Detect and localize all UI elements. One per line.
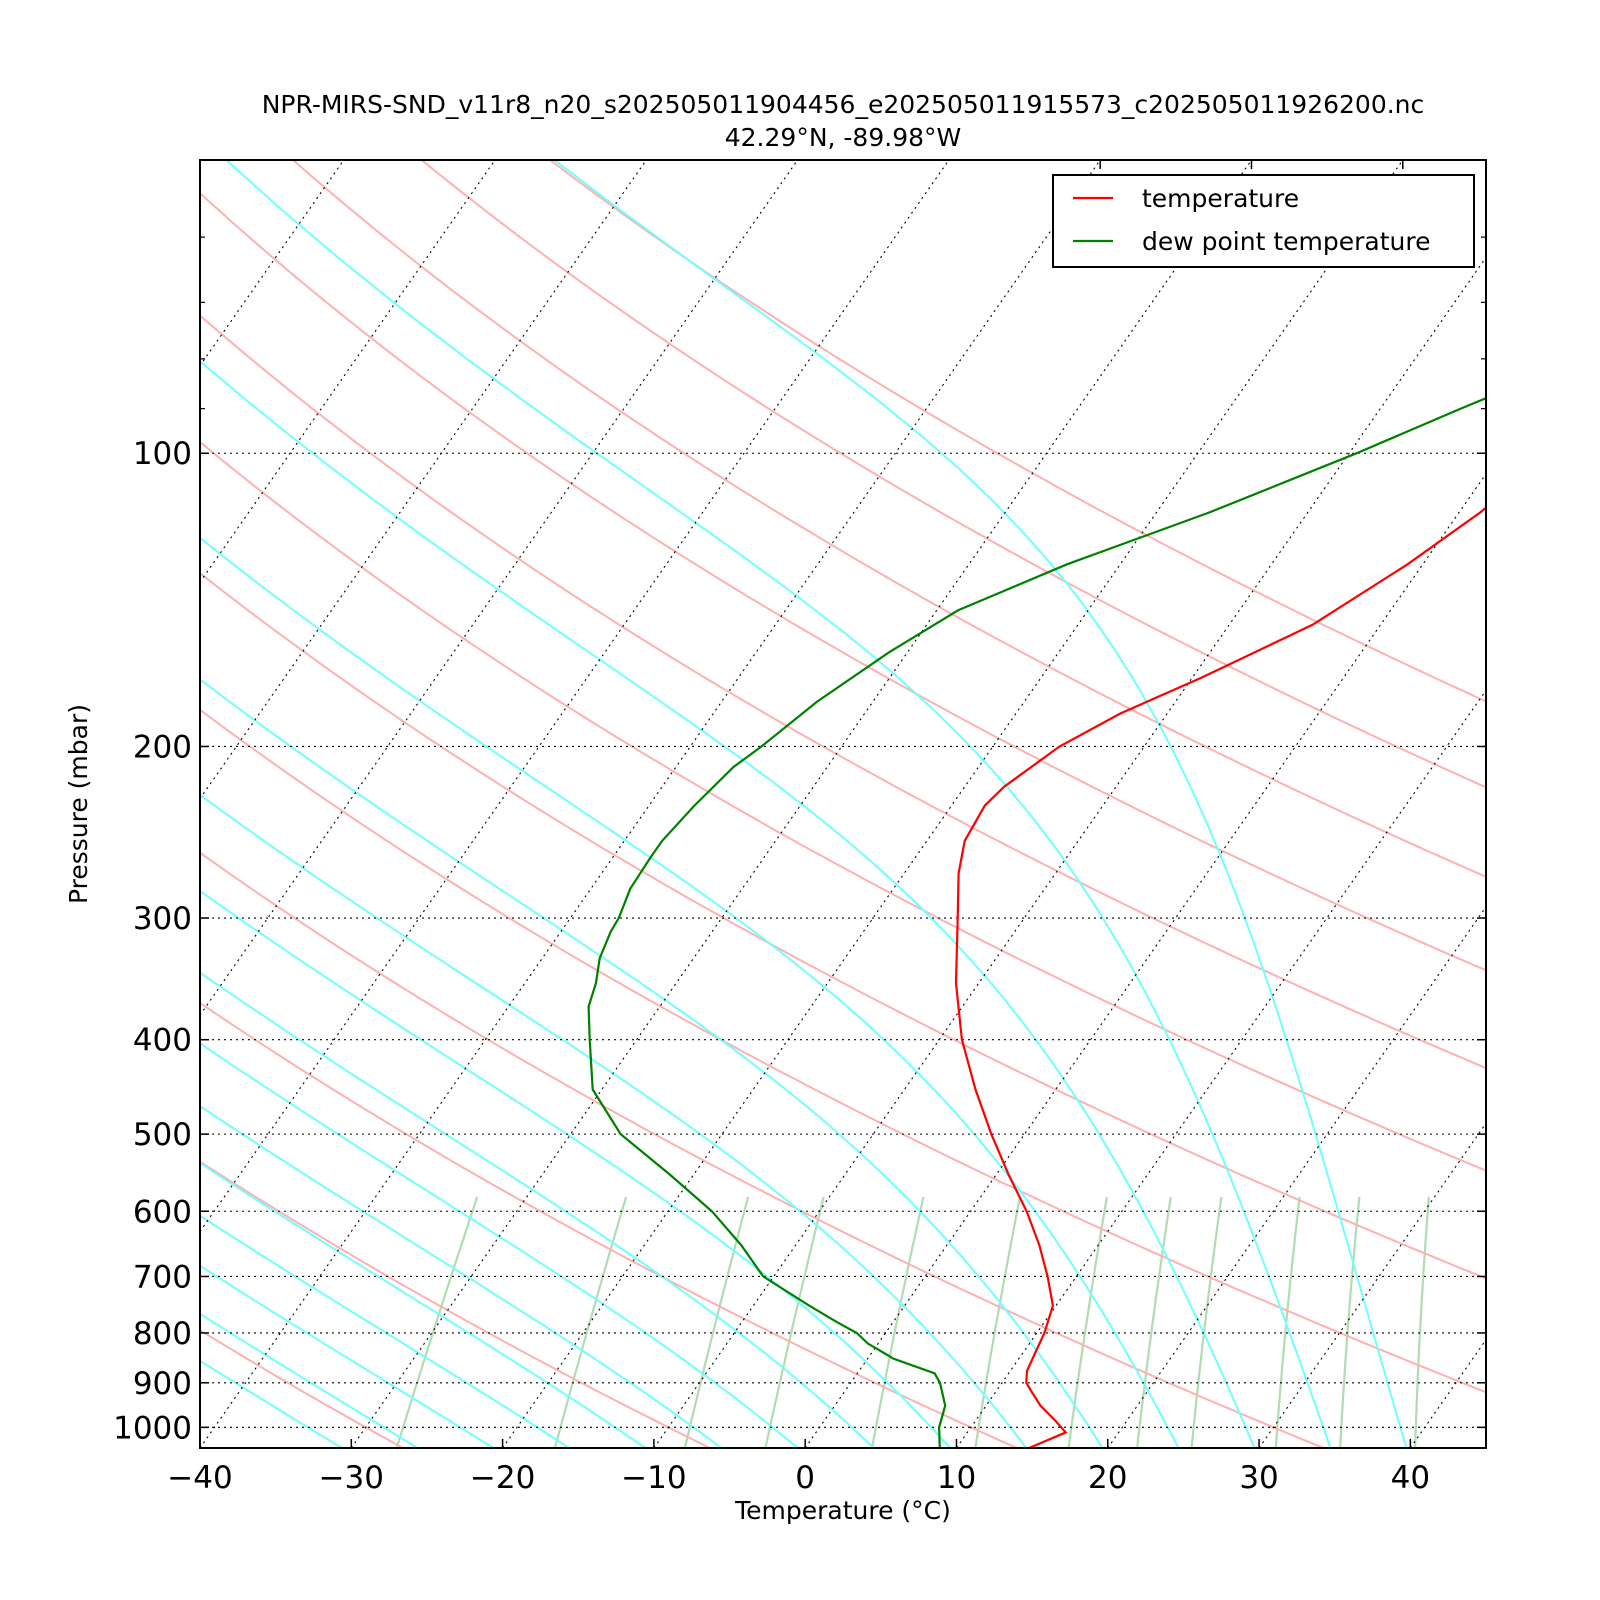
mixing-ratio-line xyxy=(553,1196,628,1448)
dewpoint-series-line xyxy=(587,396,1486,1448)
mixing-ratio-line xyxy=(1274,1196,1301,1448)
isotherm-line xyxy=(653,256,1486,1448)
legend-box xyxy=(1052,174,1475,268)
y-tick-label: 300 xyxy=(133,901,192,937)
isotherm-grid xyxy=(200,160,1486,1448)
legend: temperature dew point temperature xyxy=(1052,174,1475,268)
moist-adiabat-line xyxy=(200,1312,420,1448)
dry-adiabat-line xyxy=(200,708,1486,1394)
dry-adiabat-line xyxy=(291,160,1486,878)
y-tick-label: 900 xyxy=(133,1366,192,1402)
x-tick-label: −30 xyxy=(319,1460,384,1496)
y-tick-label: 100 xyxy=(133,436,192,472)
y-tick-label: 400 xyxy=(133,1023,192,1059)
isobar-grid xyxy=(200,452,1486,1428)
y-tick-label: 700 xyxy=(133,1259,192,1295)
x-tick-label: −10 xyxy=(621,1460,686,1496)
moist-adiabat-line xyxy=(200,1214,572,1448)
mixing-ratio-lines xyxy=(395,1196,1430,1448)
y-tick-label: 800 xyxy=(133,1316,192,1352)
mixing-ratio-line xyxy=(764,1196,825,1448)
mixing-ratio-line xyxy=(1339,1196,1361,1448)
chart-title: NPR-MIRS-SND_v11r8_n20_s202505011904456_… xyxy=(262,90,1425,119)
y-tick-label: 600 xyxy=(133,1194,192,1230)
mixing-ratio-line xyxy=(974,1196,1022,1448)
moist-adiabat-line xyxy=(200,678,1104,1448)
temperature-series-line xyxy=(954,506,1486,1448)
dry-adiabat-line xyxy=(200,314,1486,1070)
x-tick-label: 0 xyxy=(795,1460,815,1496)
y-tick-label: 500 xyxy=(133,1117,192,1153)
moist-adiabat-line xyxy=(200,1264,496,1448)
dry-adiabat-line xyxy=(200,1001,1020,1448)
plot-frame xyxy=(199,159,1487,1449)
legend-label-temperature: temperature xyxy=(1142,184,1299,213)
y-axis-label: Pressure (mbar) xyxy=(64,704,93,904)
plot-area xyxy=(200,160,1486,1448)
legend-label-dewpoint: dew point temperature xyxy=(1142,227,1431,256)
dry-adiabats xyxy=(200,160,1486,1448)
mixing-ratio-line xyxy=(1135,1196,1172,1448)
dry-adiabat-line xyxy=(548,160,1486,703)
isotherm-line xyxy=(502,160,1404,1448)
isotherm-line xyxy=(200,160,496,584)
x-axis-label: Temperature (°C) xyxy=(734,1496,951,1525)
dry-adiabat-line xyxy=(200,851,1327,1448)
moist-adiabat-line xyxy=(224,160,1332,1448)
dry-adiabat-line xyxy=(200,571,1486,1280)
y-tick-label: 1000 xyxy=(113,1410,192,1446)
mixing-ratio-line xyxy=(1067,1196,1108,1448)
moist-adiabat-line xyxy=(200,1359,344,1448)
isotherm-line xyxy=(200,160,950,1233)
moist-adiabat-line xyxy=(200,360,1256,1448)
mixing-ratio-line xyxy=(1414,1196,1430,1448)
y-tick-label: 200 xyxy=(133,729,192,765)
isotherm-line xyxy=(200,160,1101,1448)
moist-adiabat-line xyxy=(200,1042,800,1448)
moist-adiabats xyxy=(200,160,1408,1448)
mixing-ratio-line xyxy=(395,1196,479,1448)
x-tick-label: 30 xyxy=(1239,1460,1278,1496)
x-tick-label: 40 xyxy=(1391,1460,1430,1496)
moist-adiabat-line xyxy=(200,1104,724,1448)
dry-adiabat-line xyxy=(419,160,1486,789)
y-axis: 100 200 300 400 500 600 700 800 900 1000 xyxy=(113,159,1486,1446)
isotherm-line xyxy=(200,160,799,1017)
mixing-ratio-line xyxy=(870,1196,925,1448)
moist-adiabat-line xyxy=(200,1161,648,1448)
isotherm-line xyxy=(200,160,647,800)
dry-adiabat-line xyxy=(200,191,1486,972)
moist-adiabat-line xyxy=(552,160,1408,1448)
chart-subtitle: 42.29°N, -89.98°W xyxy=(725,123,961,152)
mixing-ratio-line xyxy=(1190,1196,1223,1448)
moist-adiabat-line xyxy=(200,971,876,1448)
dry-adiabat-line xyxy=(200,1160,713,1448)
x-axis: −40 −30 −20 −10 0 10 20 30 40 xyxy=(167,160,1430,1496)
moist-adiabat-line xyxy=(200,889,952,1448)
x-tick-label: 10 xyxy=(937,1460,976,1496)
x-tick-label: −20 xyxy=(470,1460,535,1496)
isotherm-line xyxy=(350,160,1252,1448)
dry-adiabat-line xyxy=(200,440,1486,1172)
x-tick-label: 20 xyxy=(1088,1460,1127,1496)
x-tick-label: −40 xyxy=(167,1460,232,1496)
